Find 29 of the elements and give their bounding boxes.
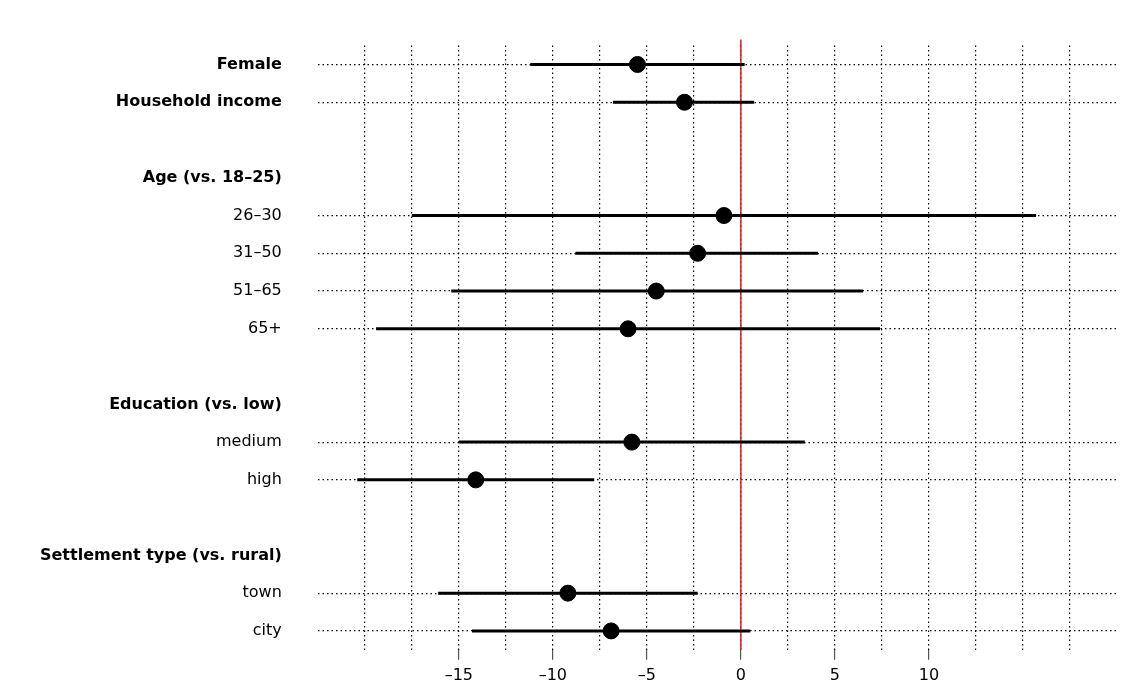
x-tick-label: –5 bbox=[637, 664, 656, 684]
y-tick-label: 26–30 bbox=[233, 204, 282, 224]
y-tick-label: Settlement type (vs. rural) bbox=[39, 544, 282, 564]
y-tick-label: town bbox=[242, 582, 282, 602]
y-tick-label: Education (vs. low) bbox=[109, 393, 282, 413]
x-tick-label: 10 bbox=[918, 664, 940, 684]
y-tick-label: Age (vs. 18–25) bbox=[142, 166, 282, 186]
y-tick-label: 65+ bbox=[248, 317, 282, 337]
y-tick-label: Household income bbox=[115, 91, 282, 111]
x-tick-label: –10 bbox=[538, 664, 568, 684]
point bbox=[559, 584, 577, 602]
y-tick-label: Female bbox=[216, 53, 282, 73]
y-tick-label: medium bbox=[216, 431, 282, 451]
y-tick-label: 51–65 bbox=[233, 280, 282, 300]
x-tick-label: 5 bbox=[829, 664, 841, 684]
y-tick-label: 31–50 bbox=[233, 242, 282, 262]
y-tick-label: city bbox=[252, 620, 282, 640]
point bbox=[602, 622, 620, 640]
point bbox=[647, 282, 665, 300]
point bbox=[619, 320, 637, 338]
point bbox=[689, 244, 707, 262]
point bbox=[715, 207, 733, 225]
point bbox=[628, 55, 646, 73]
point bbox=[623, 433, 641, 451]
point bbox=[467, 471, 485, 489]
x-tick-label: –15 bbox=[444, 664, 473, 684]
x-tick-label: 0 bbox=[735, 664, 746, 684]
point bbox=[675, 93, 693, 111]
y-tick-label: high bbox=[246, 469, 282, 489]
